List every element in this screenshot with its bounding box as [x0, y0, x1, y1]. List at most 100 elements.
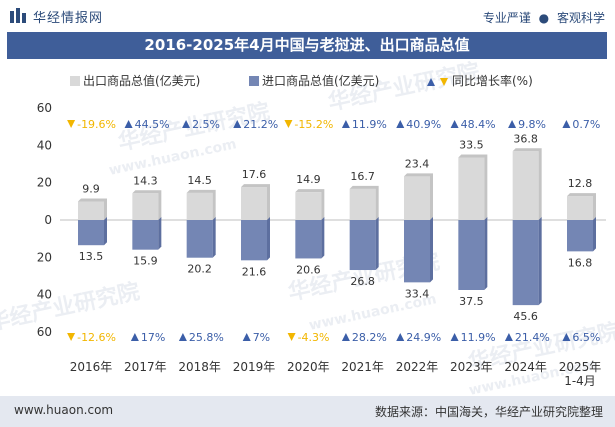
x-tick-label: 2025年: [559, 360, 602, 374]
legend-down-triangle-icon: [440, 78, 448, 86]
import-value-label: 16.8: [568, 256, 593, 269]
legend-label-growth: 同比增长率(%): [452, 73, 533, 88]
export-growth-up-icon: [450, 120, 459, 128]
logo-bars-icon: [10, 8, 26, 23]
export-growth-up-icon: [562, 120, 571, 128]
x-tick-label: 2019年: [233, 360, 276, 374]
export-bar: [404, 176, 430, 220]
import-value-label: 20.2: [187, 263, 212, 276]
import-growth-down-icon: [67, 333, 76, 341]
import-growth-up-icon: [178, 333, 187, 341]
site-name: 华经情报网: [33, 10, 104, 26]
import-bar-side: [375, 217, 379, 271]
import-bar-side: [484, 217, 488, 290]
x-tick-label: 2017年: [124, 360, 167, 374]
export-value-label: 33.5: [459, 138, 484, 151]
import-growth-label: 6.5%: [572, 331, 600, 344]
y-tick-label: 0: [44, 213, 52, 227]
export-bar-side: [458, 154, 488, 220]
y-tick-label: 60: [37, 325, 52, 339]
import-bar: [132, 220, 159, 250]
footer: www.huaon.com 数据来源：中国海关，华经产业研究院整理: [0, 396, 615, 427]
export-bar: [567, 196, 593, 220]
site-logo[interactable]: 华经情报网: [9, 6, 103, 26]
import-growth-label: 7%: [253, 331, 270, 344]
import-growth-up-icon: [341, 333, 350, 341]
x-tick-label: 2020年: [287, 360, 330, 374]
export-growth-label: 48.4%: [461, 118, 496, 131]
legend-label-import: 进口商品总值(亿美元): [262, 73, 379, 88]
export-growth-up-icon: [396, 120, 405, 128]
legend-label-export: 出口商品总值(亿美元): [83, 73, 200, 88]
export-growth-label: 11.9%: [352, 118, 387, 131]
export-value-label: 23.4: [405, 157, 430, 170]
export-growth-up-icon: [341, 120, 350, 128]
x-tick-label: 1-4月: [564, 374, 596, 388]
x-tick-label: 2016年: [70, 360, 113, 374]
import-bar-side: [538, 217, 542, 306]
x-tick-label: 2023年: [450, 360, 493, 374]
export-growth-label: 9.8%: [518, 118, 546, 131]
import-growth-up-icon: [396, 333, 405, 341]
tagline-part-1: 专业严谨: [482, 11, 531, 25]
y-tick-label: 20: [37, 176, 52, 190]
export-bar-side: [241, 184, 270, 220]
export-value-label: 17.6: [242, 168, 267, 181]
export-growth-down-icon: [284, 120, 293, 128]
import-growth-up-icon: [450, 333, 459, 341]
import-value-label: 15.9: [133, 255, 158, 268]
export-value-label: 14.5: [187, 174, 212, 187]
legend-swatch-export: [70, 76, 80, 86]
chart-title: 2016-2025年4月中国与老挝进、出口商品总值: [7, 32, 607, 59]
footer-url[interactable]: www.huaon.com: [14, 403, 114, 417]
export-value-label: 14.3: [133, 174, 158, 187]
y-tick-label: 20: [37, 250, 52, 264]
import-growth-label: 28.2%: [352, 331, 387, 344]
export-growth-label: -15.2%: [294, 118, 333, 131]
export-bar-side: [404, 173, 433, 220]
bars: 9.9 13.5 14.3 15.9 14.5 20.2 17.6 21.6 14.9 20.6 1…: [78, 132, 596, 323]
import-growth-label: 24.9%: [406, 331, 441, 344]
import-growth-down-icon: [287, 333, 296, 341]
import-growth-up-icon: [562, 333, 571, 341]
import-bar: [458, 220, 485, 290]
import-value-label: 20.6: [296, 263, 321, 276]
import-bar-side: [430, 217, 433, 283]
x-tick-label: 2018年: [178, 360, 221, 374]
import-bar-side: [593, 217, 596, 252]
export-growth-label: 0.7%: [572, 118, 600, 131]
legend: 出口商品总值(亿美元) 进口商品总值(亿美元) 同比增长率(%): [70, 73, 533, 88]
export-bar-side: [78, 198, 107, 220]
export-growth-up-icon: [124, 120, 133, 128]
import-bar: [404, 220, 430, 283]
export-bar: [186, 192, 213, 220]
chart-canvas: 华经产业研究院华经产业研究院华经产业研究院华经产业研究院华经产业研究院www.h…: [0, 58, 615, 396]
export-value-label: 9.9: [82, 183, 100, 196]
import-growth-row: -12.6% 17% 25.8% 7% -4.3% 28.2% 24.9% 11.9% 21.4…: [67, 331, 600, 344]
top-bar: 华经情报网 专业严谨 ● 客观科学: [0, 0, 615, 32]
import-growth-up-icon: [242, 333, 251, 341]
export-growth-down-icon: [67, 120, 76, 128]
export-growth-label: 2.5%: [192, 118, 220, 131]
import-value-label: 13.5: [79, 250, 104, 263]
watermark-text: 华经产业研究院: [0, 278, 142, 335]
export-value-label: 12.8: [568, 177, 593, 190]
export-growth-label: 40.9%: [406, 118, 441, 131]
export-bar: [241, 187, 267, 220]
import-growth-label: -4.3%: [298, 331, 330, 344]
export-bar-side: [349, 185, 379, 220]
export-bar-side: [512, 148, 542, 220]
import-value-label: 26.8: [350, 275, 375, 288]
import-growth-up-icon: [504, 333, 513, 341]
y-tick-label: 60: [37, 101, 52, 115]
import-value-label: 45.6: [513, 310, 538, 323]
export-bar-side: [567, 193, 596, 220]
import-bar-side: [104, 217, 107, 246]
tagline-separator: ●: [538, 11, 550, 25]
import-bar: [512, 220, 539, 306]
export-bar: [349, 188, 376, 220]
import-bar: [241, 220, 267, 261]
import-bar: [295, 220, 322, 259]
x-tick-label: 2024年: [504, 360, 547, 374]
x-axis: 2016年 2017年 2018年 2019年 2020年 2021年 2022年 2023年…: [70, 360, 602, 388]
